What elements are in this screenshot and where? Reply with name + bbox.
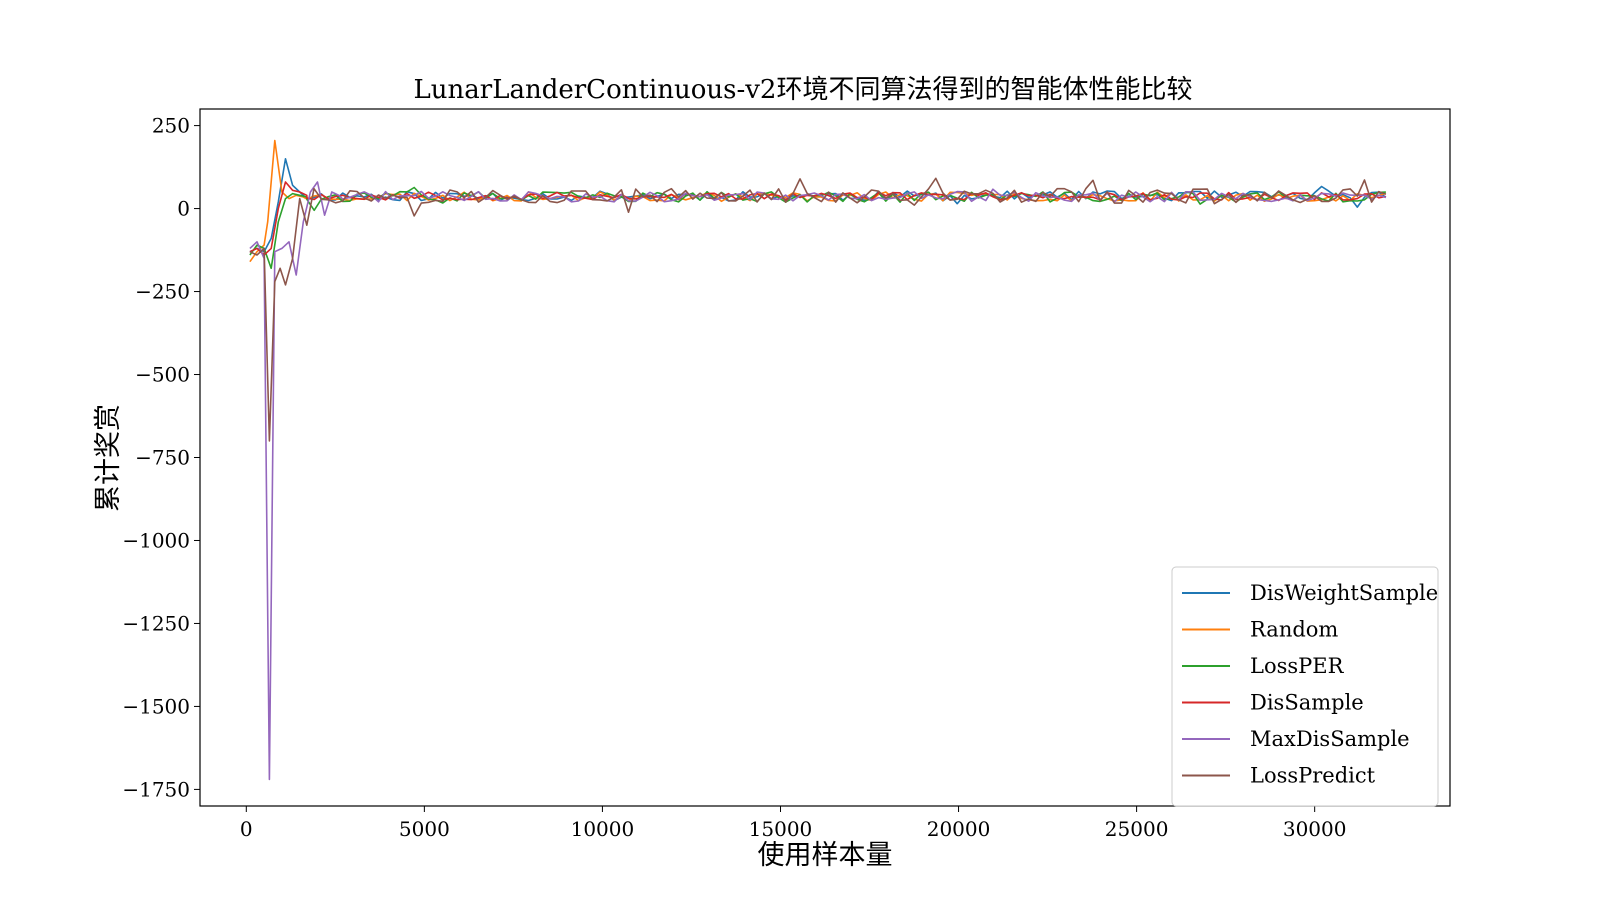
- y-tick-label: −1500: [122, 694, 190, 718]
- y-tick-label: −500: [135, 363, 190, 387]
- y-tick-label: 250: [152, 114, 190, 138]
- legend: DisWeightSample Random LossPER DisSample Max…: [1171, 566, 1439, 807]
- x-tick-label: 20000: [927, 817, 991, 841]
- legend-label: DisWeightSample: [1250, 581, 1438, 605]
- x-tick-label: 10000: [571, 817, 635, 841]
- y-tick-label: −1750: [122, 777, 190, 801]
- legend-label: DisSample: [1250, 691, 1364, 715]
- y-axis: 250 0 −250 −500 −750 −1000 −1250 −1500 −1750: [122, 114, 200, 801]
- x-tick-label: 25000: [1105, 817, 1169, 841]
- series-line-random: [249, 139, 1387, 263]
- chart-title: LunarLanderContinuous-v2环境不同算法得到的智能体性能比较: [414, 75, 1193, 105]
- y-tick-label: −250: [135, 280, 190, 304]
- x-axis-label: 使用样本量: [758, 840, 893, 871]
- y-tick-label: −1250: [122, 611, 190, 635]
- legend-label: LossPER: [1250, 654, 1345, 678]
- y-tick-label: −750: [135, 446, 190, 470]
- y-axis-label: 累计奖赏: [93, 404, 124, 512]
- x-tick-label: 0: [240, 817, 253, 841]
- x-tick-label: 30000: [1283, 817, 1347, 841]
- series-lines: [249, 139, 1387, 781]
- legend-label: MaxDisSample: [1250, 727, 1410, 751]
- x-axis: 0 5000 10000 15000 20000 25000 30000: [240, 806, 1347, 841]
- y-tick-label: −1000: [122, 528, 190, 552]
- legend-box: [1171, 566, 1439, 807]
- series-line-maxdissample: [249, 181, 1387, 781]
- series-line-losspredict: [249, 177, 1387, 442]
- series-line-dissample: [249, 181, 1387, 256]
- legend-label: Random: [1250, 618, 1338, 642]
- x-tick-label: 5000: [399, 817, 450, 841]
- y-tick-label: 0: [177, 197, 190, 221]
- x-tick-label: 15000: [749, 817, 813, 841]
- legend-label: LossPredict: [1250, 764, 1376, 788]
